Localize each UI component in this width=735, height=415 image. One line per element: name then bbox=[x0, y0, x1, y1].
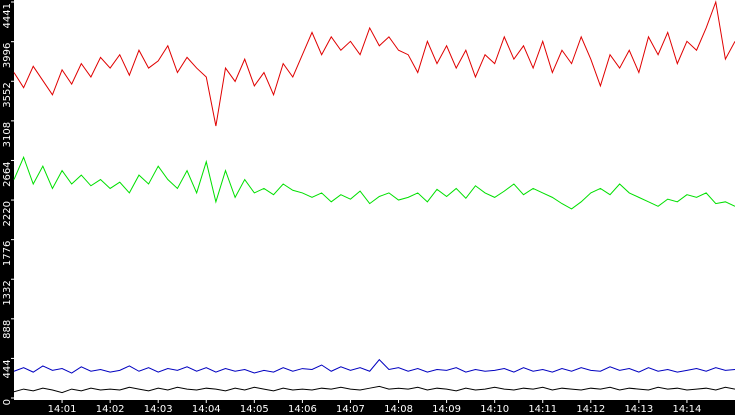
y-tick-label: 2220 bbox=[2, 201, 13, 226]
y-axis-band bbox=[0, 0, 14, 415]
x-tick-label: 14:01 bbox=[48, 404, 77, 415]
x-tick-label: 14:13 bbox=[624, 404, 653, 415]
series-line bbox=[13, 155, 735, 210]
x-tick-label: 14:12 bbox=[576, 404, 605, 415]
x-tick-label: 14:04 bbox=[192, 404, 221, 415]
series-line bbox=[13, 358, 735, 374]
y-tick-label: 444 bbox=[2, 359, 13, 378]
series-line bbox=[13, 0, 735, 127]
y-tick-label: 1776 bbox=[2, 241, 13, 266]
x-tick-label: 14:02 bbox=[96, 404, 125, 415]
x-tick-label: 14:07 bbox=[336, 404, 365, 415]
y-tick-label: 2664 bbox=[2, 161, 13, 186]
x-tick-label: 14:06 bbox=[288, 404, 317, 415]
x-tick-label: 14:03 bbox=[144, 404, 173, 415]
y-tick-label: 1332 bbox=[2, 280, 13, 305]
y-tick-label: 3108 bbox=[2, 122, 13, 147]
y-tick-label: 3996 bbox=[2, 43, 13, 68]
x-tick-label: 14:09 bbox=[432, 404, 461, 415]
y-tick-label: 0 bbox=[2, 399, 13, 405]
x-tick-label: 14:05 bbox=[240, 404, 269, 415]
x-tick-label: 14:11 bbox=[528, 404, 557, 415]
x-tick-label: 14:08 bbox=[384, 404, 413, 415]
x-tick-label: 14:10 bbox=[480, 404, 509, 415]
x-tick-label: 14:14 bbox=[673, 404, 702, 415]
y-tick-label: 4441 bbox=[2, 3, 13, 28]
y-tick-label: 3552 bbox=[2, 82, 13, 107]
series-line bbox=[13, 385, 735, 394]
y-tick-label: 888 bbox=[2, 320, 13, 339]
x-axis-band bbox=[0, 400, 735, 415]
